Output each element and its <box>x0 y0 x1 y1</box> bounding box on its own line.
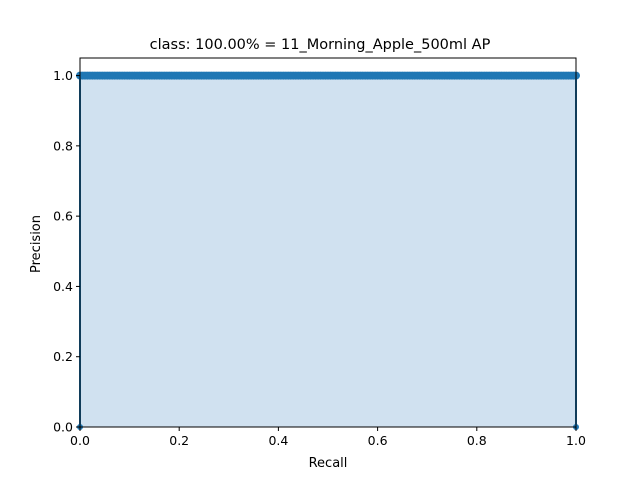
pr-area-fill <box>80 75 576 428</box>
x-tick-label: 0.6 <box>368 433 388 448</box>
plot-area <box>76 57 580 430</box>
y-tick-label: 1.0 <box>53 68 73 83</box>
chart-title: class: 100.00% = 11_Morning_Apple_500ml … <box>150 37 491 53</box>
y-axis-ticks: 0.0 0.2 0.4 0.6 0.8 1.0 <box>53 68 80 435</box>
y-tick-label: 0.0 <box>53 420 73 435</box>
x-tick-label: 0.0 <box>70 433 90 448</box>
x-tick-label: 0.4 <box>268 433 288 448</box>
y-tick-label: 0.8 <box>53 138 73 153</box>
y-tick-label: 0.6 <box>53 209 73 224</box>
x-tick-label: 0.2 <box>169 433 189 448</box>
x-axis-ticks: 0.0 0.2 0.4 0.6 0.8 1.0 <box>70 427 586 448</box>
y-tick-label: 0.2 <box>53 349 73 364</box>
y-axis-label: Precision <box>29 215 44 273</box>
x-axis-label: Recall <box>309 456 348 471</box>
x-tick-label: 0.8 <box>467 433 487 448</box>
x-tick-label: 1.0 <box>566 433 586 448</box>
axes-frame <box>79 57 577 428</box>
y-tick-label: 0.4 <box>53 279 73 294</box>
